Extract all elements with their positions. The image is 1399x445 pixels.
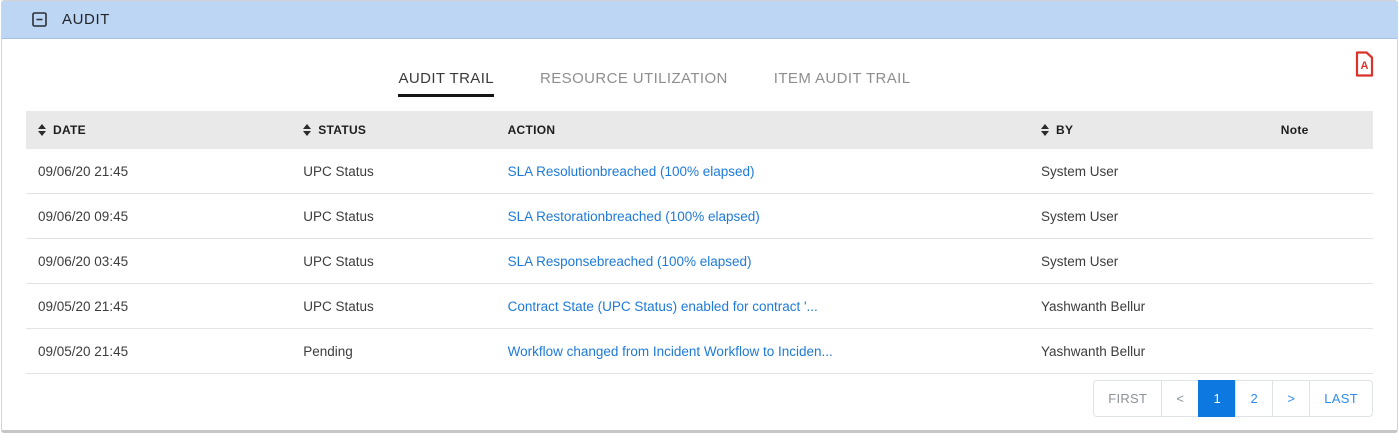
cell-by: Yashwanth Bellur <box>1041 343 1146 359</box>
sort-icon[interactable] <box>38 124 46 136</box>
panel-title: AUDIT <box>62 11 110 28</box>
collapse-minus-icon[interactable] <box>32 12 47 27</box>
cell-by: Yashwanth Bellur <box>1041 298 1146 314</box>
prev-page-button: < <box>1161 380 1200 417</box>
cell-status: Pending <box>303 343 353 359</box>
sort-icon[interactable] <box>1041 124 1050 136</box>
column-header-by[interactable]: BY <box>1029 123 1216 137</box>
pagination: FIRST <1 2 > LAST <box>2 374 1397 417</box>
cell-action-link[interactable]: Workflow changed from Incident Workflow … <box>507 343 833 359</box>
page-button-1[interactable]: 1 <box>1198 380 1237 417</box>
tab-item-audit-trail[interactable]: ITEM AUDIT TRAIL <box>773 70 911 87</box>
column-header-status[interactable]: STATUS <box>291 123 495 137</box>
column-label: STATUS <box>318 123 367 137</box>
page-button-2[interactable]: 2 <box>1235 380 1274 417</box>
cell-status: UPC Status <box>303 163 374 179</box>
cell-status: UPC Status <box>303 253 374 269</box>
cell-by: System User <box>1041 208 1119 224</box>
table-row: 09/06/20 03:45 UPC Status SLA Responsebrea… <box>26 239 1373 284</box>
cell-action-link[interactable]: SLA Responsebreached (100% elapsed) <box>507 253 752 269</box>
first-page-button: FIRST <box>1093 380 1163 417</box>
column-header-date[interactable]: DATE <box>26 123 291 137</box>
cell-status: UPC Status <box>303 298 374 314</box>
audit-panel: AUDIT AUDIT TRAIL RESOURCE UTILIZATION ITE… <box>1 0 1398 433</box>
cell-date: 09/05/20 21:45 <box>38 343 129 359</box>
cell-by: System User <box>1041 163 1119 179</box>
cell-date: 09/06/20 09:45 <box>38 208 129 224</box>
cell-date: 09/06/20 03:45 <box>38 253 129 269</box>
cell-date: 09/06/20 21:45 <box>38 163 129 179</box>
column-label: BY <box>1056 123 1074 137</box>
cell-by: System User <box>1041 253 1119 269</box>
table-header-row: DATE STATUS ACTION BY Note <box>26 111 1373 149</box>
column-header-action: ACTION <box>496 123 1029 137</box>
next-page-button[interactable]: > <box>1272 380 1311 417</box>
column-label: DATE <box>53 123 86 137</box>
export-pdf-icon[interactable]: A <box>1354 51 1375 77</box>
cell-action-link[interactable]: SLA Resolutionbreached (100% elapsed) <box>507 163 755 179</box>
svg-text:A: A <box>1361 60 1369 72</box>
cell-date: 09/05/20 21:45 <box>38 298 129 314</box>
tab-bar: AUDIT TRAIL RESOURCE UTILIZATION ITEM AUDI… <box>398 70 910 97</box>
cell-action-link[interactable]: Contract State (UPC Status) enabled for … <box>507 298 818 314</box>
column-header-note: Note <box>1216 123 1373 137</box>
audit-panel-header[interactable]: AUDIT <box>2 1 1397 39</box>
tabs-row: AUDIT TRAIL RESOURCE UTILIZATION ITEM AUDI… <box>2 39 1397 97</box>
cell-status: UPC Status <box>303 208 374 224</box>
tab-audit-trail[interactable]: AUDIT TRAIL <box>398 70 495 97</box>
tab-resource-utilization[interactable]: RESOURCE UTILIZATION <box>540 70 728 87</box>
column-label: Note <box>1280 123 1309 137</box>
table-row: 09/05/20 21:45 Pending Workflow changed fr… <box>26 329 1373 374</box>
cell-action-link[interactable]: SLA Restorationbreached (100% elapsed) <box>507 208 760 224</box>
column-label: ACTION <box>507 123 556 137</box>
last-page-button[interactable]: LAST <box>1309 380 1373 417</box>
table-row: 09/05/20 21:45 UPC Status Contract State (… <box>26 284 1373 329</box>
audit-table: DATE STATUS ACTION BY Note 09/06/20 21:45 UPC… <box>26 111 1373 374</box>
table-body: 09/06/20 21:45 UPC Status SLA Resolutionbr… <box>26 149 1373 374</box>
table-row: 09/06/20 09:45 UPC Status SLA Restorationb… <box>26 194 1373 239</box>
pager-buttons: FIRST <1 2 > LAST <box>1093 380 1373 417</box>
table-row: 09/06/20 21:45 UPC Status SLA Resolutionbr… <box>26 149 1373 194</box>
sort-icon[interactable] <box>303 124 312 136</box>
